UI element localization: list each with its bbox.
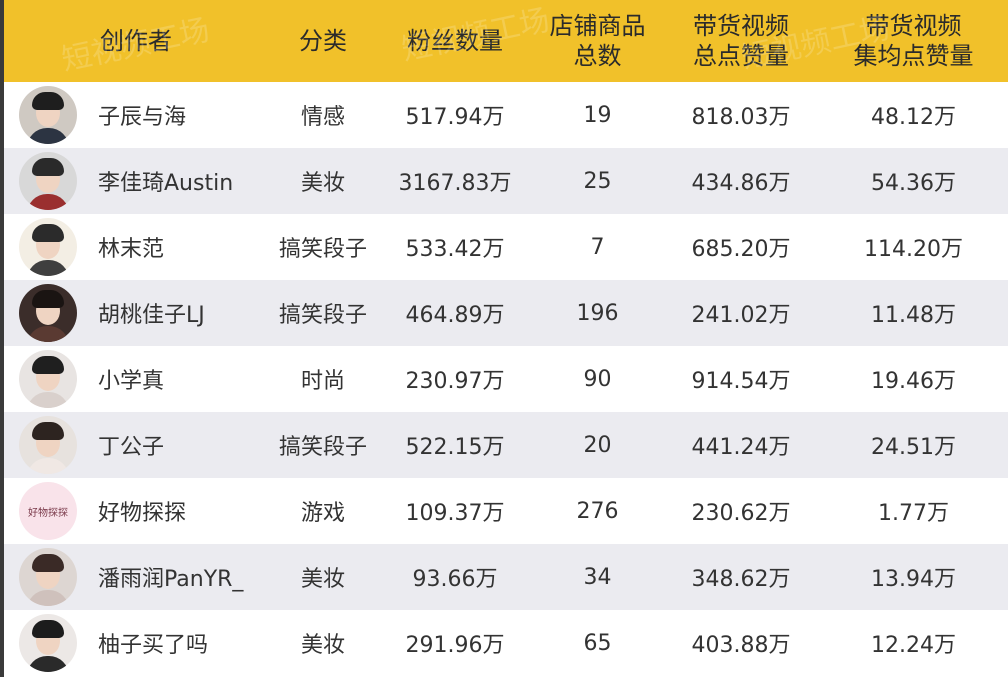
avg-likes-cell: 24.51万 [871,435,956,460]
table-row: 柚子买了吗 美妆 291.96万 65 403.88万 12.24万 [4,610,1008,676]
avg-likes-cell: 19.46万 [871,369,956,394]
avg-likes-cell: 11.48万 [871,303,956,328]
fans-cell: 522.15万 [405,435,505,460]
fans-cell: 517.94万 [405,105,505,130]
avatar-girl-bob-icon [19,350,77,408]
fans-cell: 533.42万 [405,237,505,262]
avg-likes-cell: 12.24万 [871,633,956,658]
left-border [0,0,4,677]
creator-name: 柚子买了吗 [98,633,209,658]
products-cell: 7 [590,234,605,260]
category-cell: 搞笑段子 [278,303,367,328]
creator-cell: 胡桃佳子LJ [4,280,268,346]
fans-cell: 93.66万 [412,567,498,592]
fans-cell: 464.89万 [405,303,505,328]
avg-likes-cell: 114.20万 [864,237,963,262]
total-likes-cell: 914.54万 [691,369,791,394]
total-likes-cell: 403.88万 [691,633,791,658]
products-cell: 34 [583,564,612,590]
creator-name: 林末范 [98,237,165,262]
category-cell: 美妆 [300,171,345,196]
total-likes-cell: 685.20万 [691,237,791,262]
category-cell: 美妆 [300,633,345,658]
avatar-woman-dark-icon [19,284,77,342]
fans-cell: 291.96万 [405,633,505,658]
total-likes-cell: 434.86万 [691,171,791,196]
avatar-man-sunglasses-icon [19,152,77,210]
avatar-man-suit-icon [19,86,77,144]
table-row: 小学真 时尚 230.97万 90 914.54万 19.46万 [4,346,1008,412]
creator-name: 子辰与海 [98,105,187,130]
category-cell: 搞笑段子 [278,237,367,262]
fans-cell: 230.97万 [405,369,505,394]
header-total-likes: 带货视频 总点赞量 [693,12,789,70]
avg-likes-cell: 54.36万 [871,171,956,196]
table-row: 胡桃佳子LJ 搞笑段子 464.89万 196 241.02万 11.48万 [4,280,1008,346]
creator-cell: 潘雨润PanYR_ [4,544,268,610]
fans-cell: 109.37万 [405,501,505,526]
products-cell: 90 [583,366,612,392]
table-row: 丁公子 搞笑段子 522.15万 20 441.24万 24.51万 [4,412,1008,478]
fans-cell: 3167.83万 [398,171,512,196]
creator-cell: 林末范 [4,214,268,280]
avatar-boy-yellow-icon [19,218,77,276]
creator-cell: 李佳琦Austin [4,148,268,214]
table-row: 潘雨润PanYR_ 美妆 93.66万 34 348.62万 13.94万 [4,544,1008,610]
header-avg-likes: 带货视频 集均点赞量 [853,12,974,70]
products-cell: 276 [576,498,619,524]
total-likes-cell: 241.02万 [691,303,791,328]
creator-name: 李佳琦Austin [98,171,234,196]
creator-cell: 小学真 [4,346,268,412]
category-cell: 美妆 [300,567,345,592]
table-row: 好物探探 好物探探 游戏 109.37万 276 230.62万 1.77万 [4,478,1008,544]
products-cell: 20 [583,432,612,458]
products-cell: 196 [576,300,619,326]
creator-cell: 子辰与海 [4,82,268,148]
creator-name: 胡桃佳子LJ [98,303,205,328]
creator-name: 丁公子 [98,435,165,460]
category-cell: 搞笑段子 [278,435,367,460]
category-cell: 时尚 [300,369,345,394]
table-row: 子辰与海 情感 517.94万 19 818.03万 48.12万 [4,82,1008,148]
creator-name: 小学真 [98,369,165,394]
header-creator: 创作者 [100,27,172,55]
table-row: 李佳琦Austin 美妆 3167.83万 25 434.86万 54.36万 [4,148,1008,214]
total-likes-cell: 441.24万 [691,435,791,460]
creator-cell: 丁公子 [4,412,268,478]
total-likes-cell: 348.62万 [691,567,791,592]
avatar-text-logo-icon: 好物探探 [19,482,77,540]
header-row: 创作者 分类 粉丝数量 店铺商品 总数 带货视频 总点赞量 带货视频 集均点赞量 [4,0,1008,82]
total-likes-cell: 818.03万 [691,105,791,130]
products-cell: 25 [583,168,612,194]
avatar-woman-hat-icon [19,614,77,672]
creator-table: 创作者 分类 粉丝数量 店铺商品 总数 带货视频 总点赞量 带货视频 集均点赞量 [4,0,1008,676]
avatar-girl-flower-icon [19,416,77,474]
category-cell: 游戏 [300,501,345,526]
creator-name: 好物探探 [98,501,187,526]
creator-cell: 好物探探 好物探探 [4,478,268,544]
products-cell: 19 [583,102,612,128]
total-likes-cell: 230.62万 [691,501,791,526]
header-category: 分类 [299,27,347,55]
products-cell: 65 [583,630,612,656]
creator-name: 潘雨润PanYR_ [98,567,244,592]
avatar-woman-long-hair-icon [19,548,77,606]
avg-likes-cell: 13.94万 [871,567,956,592]
avg-likes-cell: 1.77万 [878,501,949,526]
table-row: 林末范 搞笑段子 533.42万 7 685.20万 114.20万 [4,214,1008,280]
category-cell: 情感 [300,105,345,130]
header-products: 店铺商品 总数 [549,12,646,70]
creator-cell: 柚子买了吗 [4,610,268,676]
header-fans: 粉丝数量 [407,27,503,55]
avg-likes-cell: 48.12万 [871,105,956,130]
